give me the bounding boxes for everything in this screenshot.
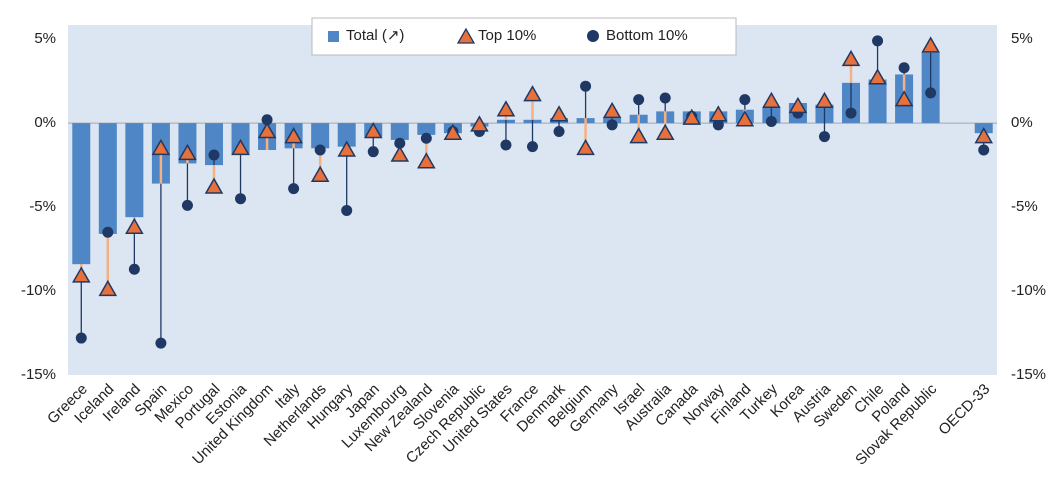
bottom-marker — [261, 114, 273, 126]
bottom-marker — [580, 80, 592, 92]
top-marker — [310, 165, 330, 182]
top-marker — [71, 266, 91, 283]
bottom-marker — [633, 94, 645, 106]
top-marker — [231, 138, 250, 156]
top-marker — [204, 177, 224, 194]
top-marker — [125, 217, 144, 234]
bar — [390, 123, 409, 140]
bottom-marker — [818, 131, 830, 143]
bottom-marker — [978, 144, 990, 156]
bottom-marker — [394, 137, 406, 149]
x-tick-label: OECD-33 — [935, 381, 993, 439]
bottom-marker — [765, 115, 777, 127]
bottom-marker — [208, 149, 220, 161]
y-tick-label: -5% — [29, 198, 56, 215]
legend-label: Total (↗) — [346, 27, 404, 44]
top-marker — [788, 96, 808, 114]
top-marker — [257, 122, 277, 139]
top-marker — [549, 105, 569, 122]
bottom-marker — [102, 226, 114, 238]
top-marker — [443, 123, 463, 140]
top-marker — [841, 49, 861, 67]
top-marker — [337, 140, 356, 157]
top-marker — [762, 91, 781, 109]
top-marker — [151, 138, 171, 156]
top-marker — [921, 36, 940, 53]
bottom-marker — [500, 139, 512, 151]
y-tick-label: 0% — [34, 114, 56, 131]
bottom-marker — [659, 92, 671, 104]
bottom-marker — [75, 332, 87, 344]
top-marker — [602, 101, 622, 119]
top-marker — [709, 105, 728, 122]
top-marker — [868, 68, 887, 85]
bottom-marker — [181, 199, 193, 211]
y-tick-label: 5% — [34, 30, 56, 47]
bar — [337, 123, 356, 147]
bottom-marker — [420, 132, 432, 144]
top-marker — [523, 85, 542, 102]
bottom-marker — [367, 146, 379, 158]
top-marker — [496, 100, 516, 117]
y-tick-label-right: -5% — [1011, 198, 1038, 215]
legend-swatch — [328, 31, 339, 42]
bottom-marker — [527, 141, 538, 153]
bottom-marker — [235, 193, 247, 205]
bottom-marker — [606, 119, 618, 131]
top-marker — [682, 108, 702, 125]
bar — [98, 123, 117, 234]
bottom-marker — [712, 119, 724, 131]
y-tick-label-right: -10% — [1011, 282, 1046, 299]
y-tick-label-right: -15% — [1011, 366, 1046, 383]
bottom-marker — [845, 107, 857, 119]
y-tick-label-right: 5% — [1011, 30, 1033, 47]
legend-swatch — [587, 30, 599, 42]
bottom-marker — [872, 35, 884, 47]
top-marker — [629, 127, 648, 144]
bar — [311, 123, 330, 149]
bar — [417, 123, 436, 135]
top-marker — [417, 152, 436, 169]
legend-label: Bottom 10% — [606, 27, 688, 44]
y-tick-label: -10% — [21, 282, 56, 299]
top-marker — [655, 123, 675, 140]
bottom-marker — [925, 87, 937, 99]
bottom-marker — [341, 204, 353, 216]
legend-box — [311, 17, 737, 56]
y-tick-label-right: 0% — [1011, 114, 1033, 131]
bar — [868, 79, 887, 124]
bar — [125, 123, 144, 218]
legend-swatch — [456, 27, 476, 44]
bottom-marker — [155, 337, 167, 349]
bottom-marker — [739, 94, 751, 106]
top-marker — [974, 127, 994, 144]
bottom-marker — [553, 126, 565, 138]
top-marker — [178, 143, 197, 161]
top-marker — [894, 90, 914, 107]
plot-background — [68, 25, 997, 375]
top-marker — [470, 115, 489, 132]
bottom-marker — [898, 62, 910, 74]
top-marker — [815, 91, 834, 109]
top-marker — [284, 127, 303, 144]
bottom-marker — [128, 263, 140, 275]
top-marker — [576, 138, 595, 156]
top-marker — [363, 122, 383, 139]
bottom-marker — [288, 183, 300, 195]
bottom-marker — [314, 144, 326, 156]
top-marker — [735, 110, 755, 127]
y-tick-label: -15% — [21, 366, 56, 383]
legend-label: Top 10% — [478, 27, 536, 44]
top-marker — [390, 145, 410, 162]
bar — [72, 123, 91, 265]
top-marker — [98, 279, 118, 297]
